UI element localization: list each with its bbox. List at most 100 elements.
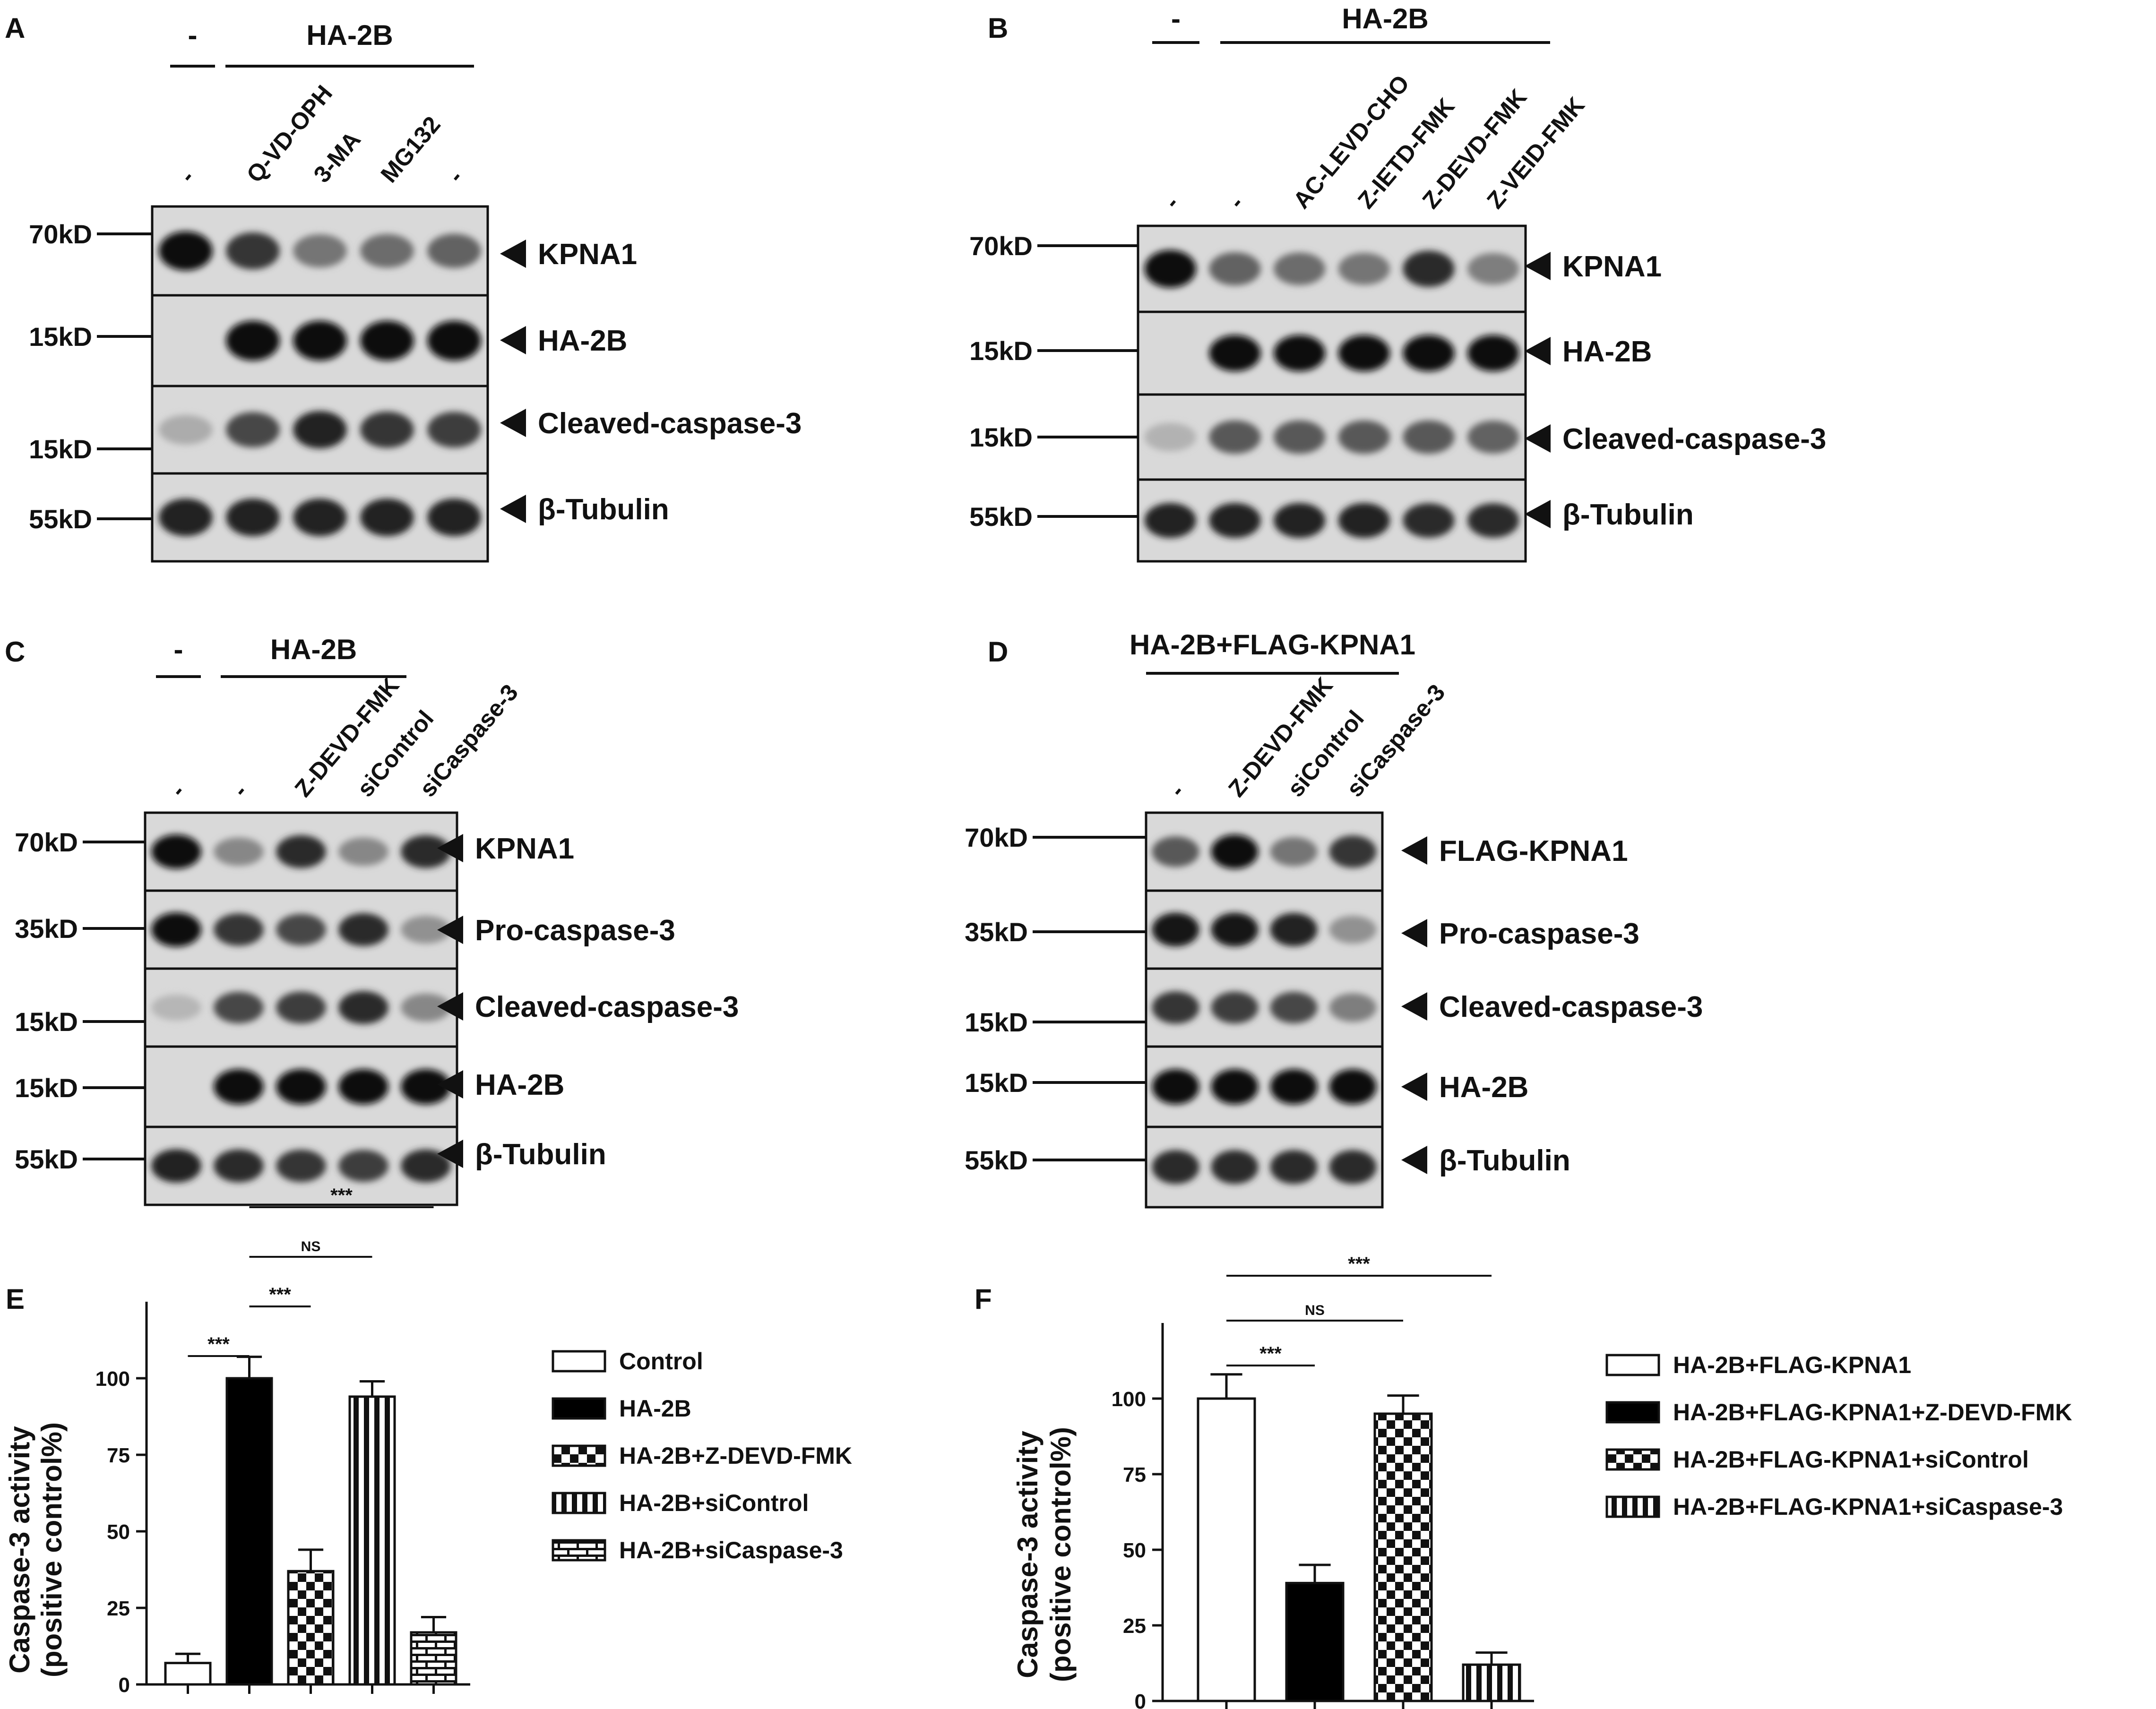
y-axis-label-line2: (positive control%) bbox=[1045, 1427, 1077, 1682]
blot-strip bbox=[144, 889, 458, 970]
blot-target-label: KPNA1 bbox=[475, 833, 574, 865]
protein-band bbox=[1270, 837, 1318, 867]
molecular-weight-marker: 70kD bbox=[29, 219, 92, 249]
panel-letter: C bbox=[5, 636, 25, 668]
legend-label: HA-2B+FLAG-KPNA1+Z-DEVD-FMK bbox=[1673, 1399, 2072, 1426]
blot-target-label: Cleaved-caspase-3 bbox=[538, 407, 802, 440]
protein-band bbox=[1211, 991, 1259, 1024]
protein-band bbox=[401, 993, 451, 1022]
protein-band bbox=[1211, 1069, 1259, 1105]
group-label: - bbox=[174, 634, 183, 665]
protein-band bbox=[1274, 252, 1326, 285]
blot-membrane bbox=[1137, 393, 1527, 481]
protein-band bbox=[427, 233, 481, 268]
blot-strip bbox=[144, 1125, 458, 1206]
blot-membrane bbox=[1137, 310, 1527, 396]
arrowhead-icon bbox=[437, 834, 463, 862]
protein-band bbox=[1467, 253, 1519, 285]
protein-band bbox=[401, 916, 451, 944]
blot-target-label: Cleaved-caspase-3 bbox=[1562, 423, 1826, 455]
protein-band bbox=[1329, 1069, 1377, 1105]
blot-strip bbox=[144, 811, 458, 892]
protein-band bbox=[1152, 836, 1199, 867]
legend-label: HA-2B+siControl bbox=[619, 1490, 809, 1516]
protein-band bbox=[1467, 503, 1519, 538]
protein-band bbox=[427, 320, 481, 361]
y-axis-label-line1: Caspase-3 activity bbox=[1012, 1431, 1044, 1678]
legend-swatch bbox=[552, 1492, 606, 1514]
molecular-weight-marker: 55kD bbox=[15, 1144, 78, 1174]
blot-panel-b: B - HA-2B- - AC-LEVD-CHOZ-IETD-FMKZ-DEVD-FMK… bbox=[969, 3, 1826, 563]
blot-target-label: KPNA1 bbox=[1562, 250, 1662, 283]
protein-band bbox=[1329, 1150, 1377, 1184]
protein-band bbox=[1467, 335, 1519, 371]
arrowhead-icon bbox=[437, 1070, 463, 1099]
protein-band bbox=[338, 1150, 388, 1182]
y-tick-label: 0 bbox=[1135, 1690, 1146, 1709]
arrowhead-icon bbox=[500, 409, 526, 437]
molecular-weight-marker: 70kD bbox=[15, 827, 78, 857]
protein-band bbox=[401, 835, 451, 868]
y-tick-label: 25 bbox=[1123, 1615, 1146, 1638]
blot-strip bbox=[151, 385, 489, 475]
protein-band bbox=[1211, 834, 1259, 869]
legend-e: Control HA-2B HA-2B+Z-DEVD-FMK HA-2B+siCont… bbox=[552, 1348, 852, 1563]
protein-band bbox=[1403, 250, 1455, 287]
protein-band bbox=[1209, 335, 1261, 371]
arrowhead-icon bbox=[1401, 992, 1427, 1021]
protein-band bbox=[360, 412, 414, 448]
molecular-weight-marker: 15kD bbox=[15, 1073, 78, 1103]
arrowhead-icon bbox=[1525, 337, 1551, 365]
blot-strip bbox=[144, 1045, 458, 1128]
protein-band bbox=[1329, 993, 1377, 1022]
protein-band bbox=[1338, 420, 1390, 454]
protein-band bbox=[1329, 835, 1377, 868]
protein-band bbox=[338, 991, 388, 1024]
arrowhead-icon bbox=[437, 992, 463, 1021]
arrowhead-icon bbox=[437, 916, 463, 944]
blot-target-label: β-Tubulin bbox=[1562, 498, 1694, 531]
legend-swatch bbox=[1605, 1354, 1660, 1376]
protein-band bbox=[293, 320, 347, 361]
protein-band bbox=[276, 991, 326, 1024]
protein-band bbox=[338, 913, 388, 946]
protein-band bbox=[293, 411, 347, 449]
arrowhead-icon bbox=[1525, 500, 1551, 528]
protein-band bbox=[1152, 912, 1199, 947]
arrowhead-icon bbox=[1525, 424, 1551, 453]
protein-band bbox=[214, 992, 264, 1023]
blot-strip bbox=[1145, 1045, 1384, 1128]
protein-band bbox=[214, 837, 264, 866]
legend-label: HA-2B+FLAG-KPNA1+siCaspase-3 bbox=[1673, 1494, 2063, 1520]
molecular-weight-marker: 15kD bbox=[29, 322, 92, 352]
lane-label: - bbox=[1164, 779, 1190, 802]
protein-band bbox=[1403, 503, 1455, 538]
bar-ha-2b-sicaspase-3 bbox=[410, 1631, 457, 1686]
molecular-weight-marker: 55kD bbox=[965, 1145, 1028, 1175]
y-tick-label: 100 bbox=[1112, 1388, 1146, 1411]
blot-panel-d: D HA-2B+FLAG-KPNA1- Z-DEVD-FMKsiControlsiC… bbox=[965, 629, 1703, 1209]
arrowhead-icon bbox=[1401, 919, 1427, 947]
blot-target-label: β-Tubulin bbox=[475, 1138, 606, 1171]
protein-band bbox=[159, 231, 213, 271]
group-label: - bbox=[1171, 3, 1181, 34]
blot-target-label: HA-2B bbox=[475, 1069, 564, 1101]
blot-strip bbox=[151, 205, 489, 297]
bar-ha-2b-flag-kpna1-sicontrol bbox=[1373, 1412, 1433, 1702]
protein-band bbox=[1152, 1069, 1199, 1105]
significance-label: *** bbox=[330, 1185, 353, 1206]
protein-band bbox=[427, 498, 481, 536]
lane-label: - bbox=[174, 164, 200, 188]
bar-ha-2b-flag-kpna1-sicaspase-3 bbox=[1462, 1663, 1521, 1702]
lane-label: MG132 bbox=[376, 111, 446, 188]
bar-chart-f: F Caspase-3 activity (positive control%)… bbox=[975, 1254, 2072, 1709]
protein-band bbox=[1144, 249, 1196, 288]
blot-strip bbox=[1145, 1125, 1384, 1209]
protein-band bbox=[214, 1069, 264, 1105]
blot-target-label: Cleaved-caspase-3 bbox=[475, 991, 739, 1023]
protein-band bbox=[276, 914, 326, 945]
significance-label: *** bbox=[1259, 1343, 1282, 1364]
blot-target-label: Pro-caspase-3 bbox=[475, 914, 675, 947]
